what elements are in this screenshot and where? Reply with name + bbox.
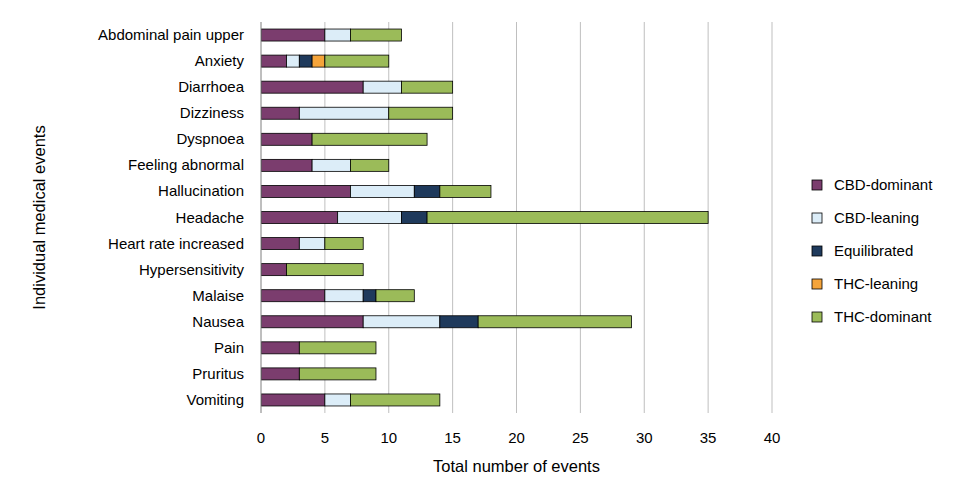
legend-label: Equilibrated <box>834 242 913 259</box>
category-label: Headache <box>176 209 244 226</box>
category-label: Malaise <box>192 287 244 304</box>
bar <box>299 368 376 380</box>
legend-swatch <box>812 246 822 256</box>
bar <box>261 212 338 224</box>
bar <box>261 394 325 406</box>
bar <box>261 81 363 93</box>
category-label: Anxiety <box>195 52 245 69</box>
x-tick-label: 5 <box>321 429 329 446</box>
bar <box>478 316 631 328</box>
category-label: Vomiting <box>186 391 244 408</box>
x-tick-label: 0 <box>257 429 265 446</box>
legend-swatch <box>812 213 822 223</box>
x-tick-label: 20 <box>508 429 525 446</box>
category-label: Hypersensitivity <box>139 261 245 278</box>
bar <box>312 159 350 171</box>
bar <box>376 290 414 302</box>
category-label: Pain <box>214 339 244 356</box>
category-label: Dizziness <box>180 104 244 121</box>
category-label: Hallucination <box>158 182 244 199</box>
bar <box>350 394 439 406</box>
bar <box>312 133 427 145</box>
bar <box>325 290 363 302</box>
bar <box>325 238 363 250</box>
bar <box>261 264 287 276</box>
bar <box>261 55 287 67</box>
bar <box>350 185 414 197</box>
bar <box>287 264 364 276</box>
legend-swatch <box>812 312 822 322</box>
bar <box>325 394 351 406</box>
legend-label: THC-leaning <box>834 275 918 292</box>
bar <box>363 81 401 93</box>
legend-label: CBD-dominant <box>834 176 933 193</box>
bar <box>299 55 312 67</box>
category-label: Pruritus <box>192 365 244 382</box>
y-axis-title: Individual medical events <box>30 125 48 309</box>
bar <box>350 159 388 171</box>
bar <box>299 107 388 119</box>
bar <box>402 212 428 224</box>
bar <box>338 212 402 224</box>
bar <box>440 316 478 328</box>
legend-label: THC-dominant <box>834 308 932 325</box>
bar <box>325 55 389 67</box>
bars <box>261 29 708 406</box>
category-label: Abdominal pain upper <box>98 26 244 43</box>
x-tick-label: 25 <box>572 429 589 446</box>
bar <box>287 55 300 67</box>
x-tick-label: 15 <box>444 429 461 446</box>
bar <box>440 185 491 197</box>
grid-line <box>772 22 773 413</box>
legend-label: CBD-leaning <box>834 209 919 226</box>
legend-swatch <box>812 180 822 190</box>
category-label: Dyspnoea <box>176 130 244 147</box>
category-label: Diarrhoea <box>178 78 245 95</box>
bar <box>261 342 299 354</box>
bar <box>261 185 350 197</box>
bar <box>312 55 325 67</box>
bar <box>325 29 351 41</box>
category-label: Feeling abnormal <box>128 156 244 173</box>
bar <box>261 290 325 302</box>
bar <box>414 185 440 197</box>
chart: Abdominal pain upper Anxiety Diarrhoea Dizz… <box>0 0 974 502</box>
bar <box>261 133 312 145</box>
category-label: Nausea <box>192 313 244 330</box>
bar <box>261 107 299 119</box>
bar <box>299 342 376 354</box>
bar <box>363 290 376 302</box>
bar <box>261 29 325 41</box>
legend-swatch <box>812 279 822 289</box>
bar <box>402 81 453 93</box>
x-axis-title: Total number of events <box>433 457 600 475</box>
x-tick-label: 10 <box>380 429 397 446</box>
bar <box>427 212 708 224</box>
bar <box>261 316 363 328</box>
bar <box>389 107 453 119</box>
x-tick-label: 30 <box>636 429 653 446</box>
bar <box>261 238 299 250</box>
x-tick-label: 40 <box>764 429 781 446</box>
bar <box>261 368 299 380</box>
y-axis-line <box>261 22 262 413</box>
bar <box>350 29 401 41</box>
x-tick-label: 35 <box>700 429 717 446</box>
category-label: Heart rate increased <box>108 235 244 252</box>
bar <box>363 316 440 328</box>
bar <box>299 238 325 250</box>
bar <box>261 159 312 171</box>
